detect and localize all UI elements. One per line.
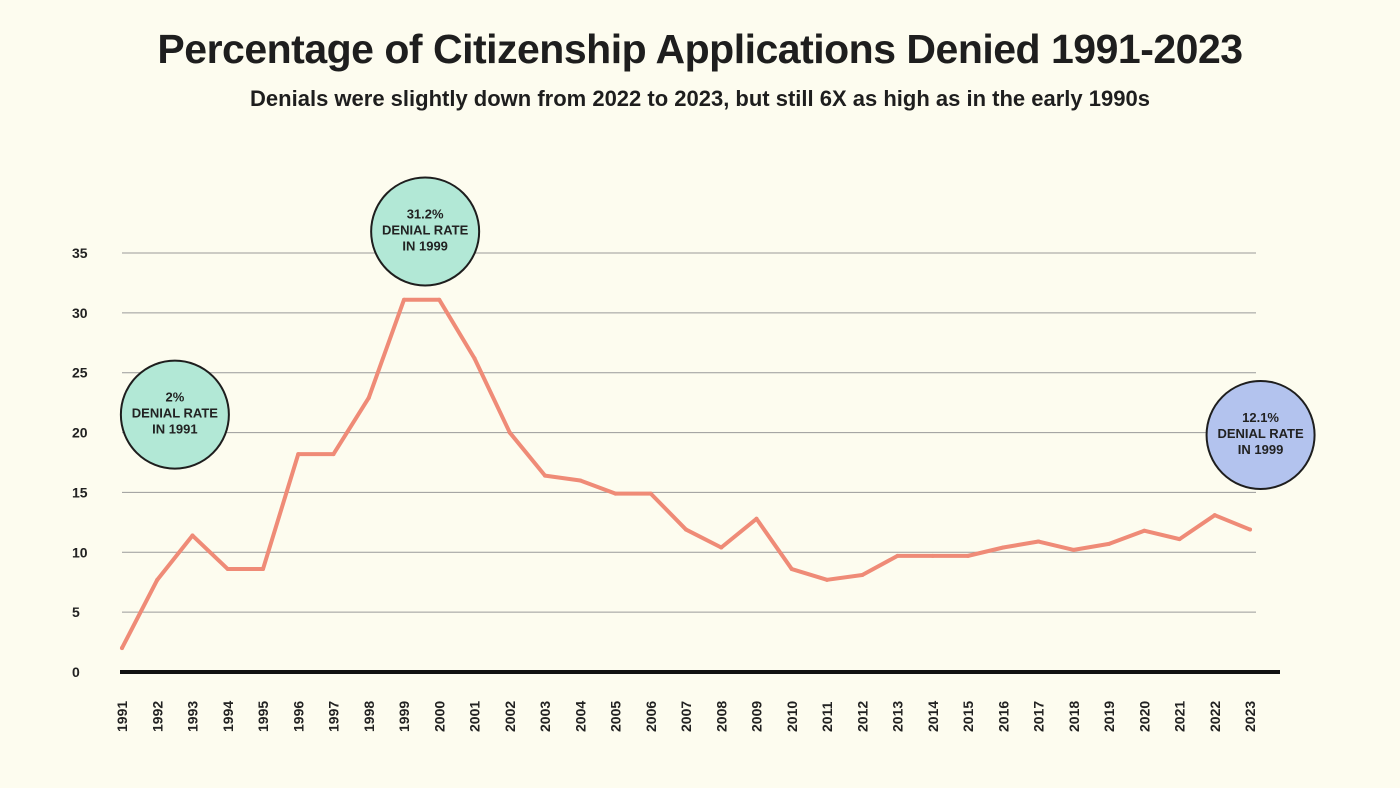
data-point	[331, 452, 336, 457]
annotation-text: DENIAL RATE	[132, 406, 219, 421]
x-tick-label: 2005	[608, 701, 624, 732]
x-tick-label: 2007	[678, 701, 694, 732]
x-tick-label: 2002	[502, 701, 518, 732]
data-point	[225, 567, 230, 572]
y-tick-label: 15	[72, 484, 88, 500]
data-point	[366, 395, 371, 400]
data-point	[966, 553, 970, 558]
data-point	[895, 553, 900, 558]
data-point	[789, 567, 794, 572]
data-point	[190, 533, 195, 538]
x-tick-label: 1994	[220, 701, 236, 732]
annotation-text: 2%	[165, 390, 184, 405]
x-tick-label: 1996	[290, 701, 306, 732]
y-tick-label: 25	[72, 365, 88, 381]
data-point	[1036, 539, 1041, 544]
x-tick-label: 2014	[925, 701, 941, 732]
annotation-bubble	[119, 359, 230, 470]
annotation-text: DENIAL RATE	[382, 222, 469, 237]
data-point	[930, 553, 935, 558]
x-tick-label: 1999	[396, 701, 412, 732]
data-point	[1001, 545, 1006, 550]
data-point	[684, 527, 688, 532]
annotation-text: 12.1%	[1242, 410, 1279, 425]
data-point	[543, 473, 547, 478]
x-tick-label: 1997	[326, 701, 342, 732]
data-point	[261, 567, 265, 572]
x-tick-label: 2018	[1066, 701, 1082, 732]
x-tick-label: 2011	[819, 701, 835, 732]
annotation-text: IN 1999	[402, 238, 448, 253]
annotation-text: DENIAL RATE	[1217, 426, 1304, 441]
x-tick-label: 2006	[643, 701, 659, 732]
y-tick-label: 0	[72, 664, 80, 680]
x-tick-label: 2001	[467, 701, 483, 732]
data-point	[155, 577, 160, 582]
data-point	[578, 478, 583, 483]
x-tick-label: 2008	[713, 701, 729, 732]
x-tick-label: 2000	[431, 701, 447, 732]
y-tick-label: 10	[72, 544, 88, 560]
data-point	[754, 516, 759, 521]
data-point	[825, 577, 829, 582]
x-tick-label: 2020	[1136, 701, 1152, 732]
data-point	[1071, 547, 1076, 552]
x-tick-label: 1993	[185, 701, 201, 732]
y-tick-label: 5	[72, 604, 80, 620]
data-point	[1142, 528, 1147, 533]
x-tick-label: 1991	[114, 701, 130, 732]
data-point	[1212, 513, 1217, 518]
x-tick-label: 2010	[784, 701, 800, 732]
x-tick-label: 2017	[1031, 701, 1047, 732]
y-tick-label: 35	[72, 245, 88, 261]
x-tick-label: 2019	[1101, 701, 1117, 732]
data-point	[296, 452, 301, 457]
x-tick-label: 1995	[255, 701, 271, 732]
chart-subtitle: Denials were slightly down from 2022 to …	[250, 86, 1150, 111]
data-point	[472, 356, 477, 361]
x-tick-label: 2016	[995, 701, 1011, 732]
x-tick-label: 2013	[890, 701, 906, 732]
annotation-text: 31.2%	[407, 206, 444, 221]
data-point	[1248, 527, 1252, 532]
x-tick-label: 1998	[361, 701, 377, 732]
x-tick-label: 2022	[1207, 701, 1223, 732]
data-point	[613, 491, 618, 496]
data-point	[120, 646, 124, 651]
x-tick-label: 1992	[149, 701, 165, 732]
annotation-bubble	[1205, 379, 1316, 490]
data-point	[1107, 541, 1111, 546]
data-point	[437, 297, 442, 302]
data-point	[719, 545, 724, 550]
x-tick-label: 2023	[1242, 701, 1258, 732]
annotation-text: IN 1999	[1238, 442, 1284, 457]
chart-title: Percentage of Citizenship Applications D…	[157, 26, 1243, 72]
data-point	[402, 297, 406, 302]
data-point	[860, 573, 865, 578]
annotation-text: IN 1991	[152, 422, 198, 437]
data-point	[648, 491, 653, 496]
data-point	[1177, 537, 1182, 542]
x-tick-label: 2021	[1172, 701, 1188, 732]
y-tick-label: 30	[72, 305, 88, 321]
annotation-bubble	[370, 176, 481, 287]
x-tick-label: 2003	[537, 701, 553, 732]
data-point	[507, 430, 512, 435]
y-tick-label: 20	[72, 425, 88, 441]
x-tick-label: 2004	[572, 701, 588, 732]
x-tick-label: 2009	[749, 701, 765, 732]
x-tick-label: 2012	[854, 701, 870, 732]
x-tick-label: 2015	[960, 701, 976, 732]
data-line	[120, 297, 1252, 651]
